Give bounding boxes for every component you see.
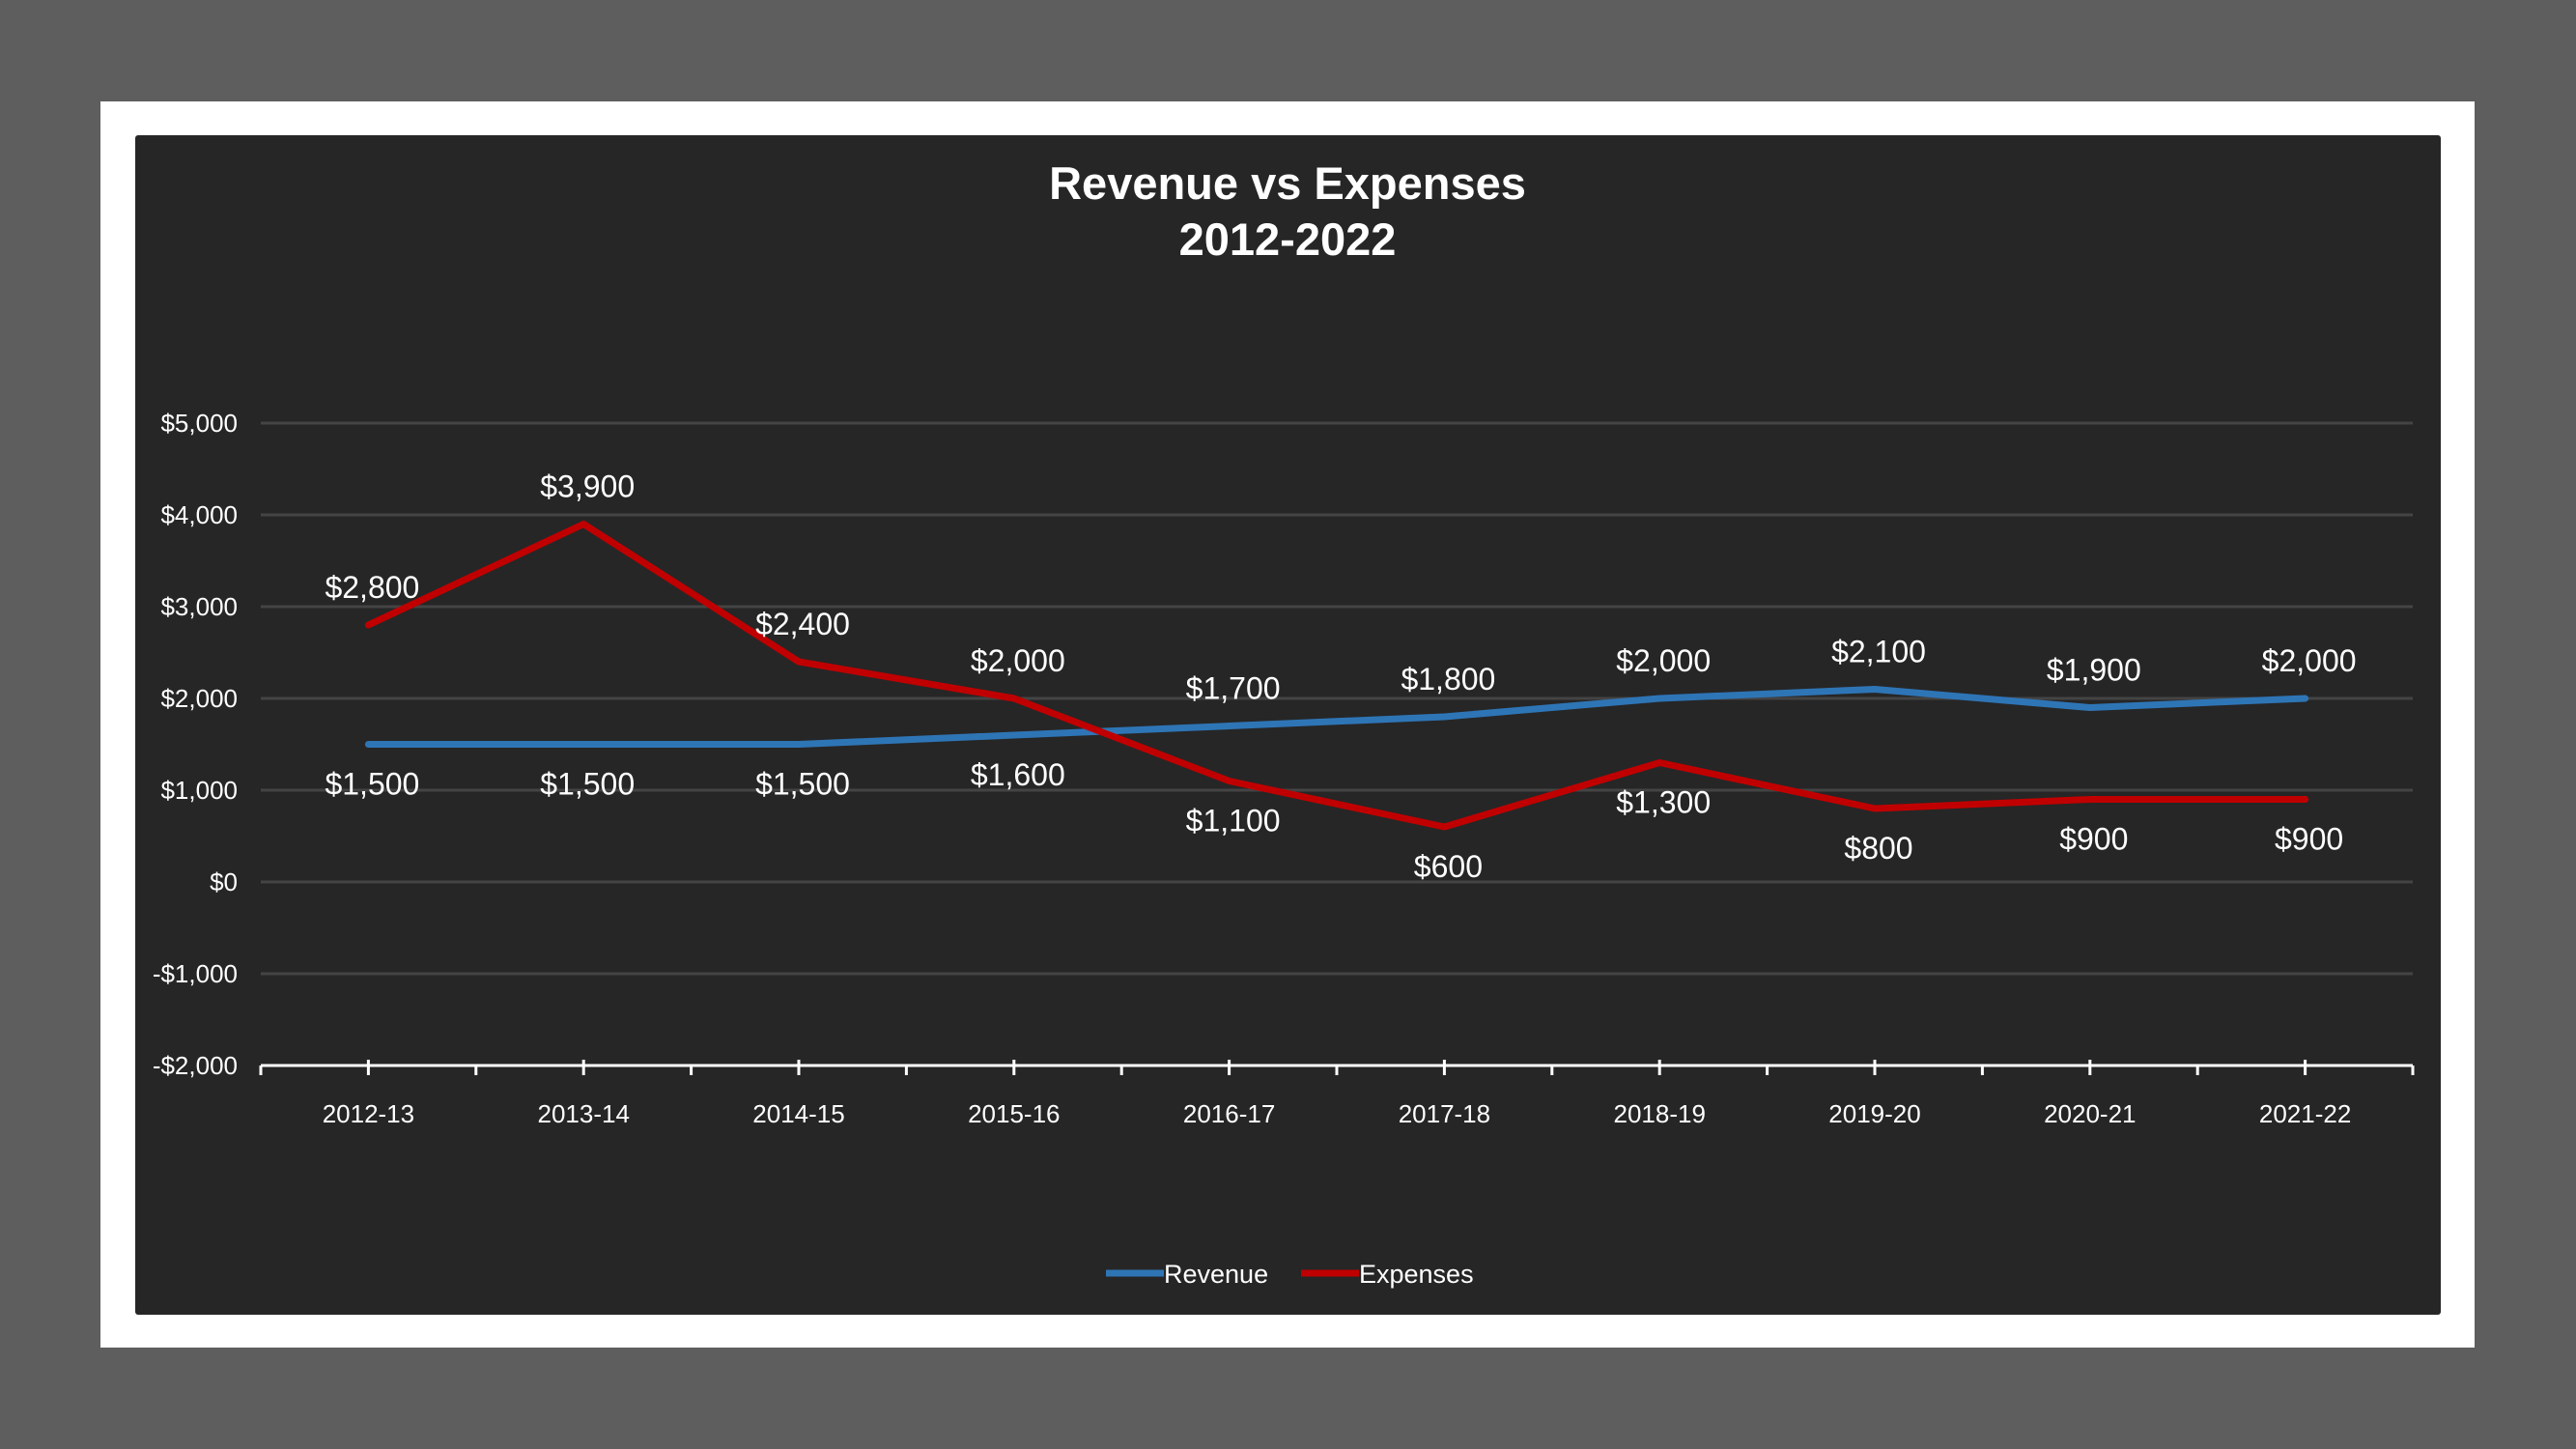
data-label-revenue: $1,500 — [755, 767, 850, 802]
data-label-revenue: $1,500 — [540, 767, 635, 802]
data-label-revenue: $2,000 — [1616, 643, 1711, 678]
y-tick-label: $2,000 — [160, 684, 238, 713]
data-label-expenses: $2,400 — [755, 607, 850, 641]
data-label-expenses: $1,100 — [1186, 804, 1281, 838]
data-label-revenue: $1,500 — [325, 767, 419, 802]
x-tick-label: 2019-20 — [1828, 1099, 1920, 1128]
data-label-expenses: $3,900 — [540, 469, 635, 504]
y-tick-label: -$2,000 — [153, 1051, 238, 1080]
data-label-expenses: $2,000 — [971, 643, 1065, 678]
data-label-revenue: $2,100 — [1831, 635, 1926, 669]
legend: Revenue Expenses — [1106, 1260, 1474, 1289]
series-line-revenue — [364, 686, 2309, 748]
data-label-expenses: $2,800 — [325, 570, 419, 605]
data-label-expenses: $1,300 — [1616, 785, 1711, 820]
y-tick-label: $4,000 — [160, 500, 238, 529]
data-label-revenue: $1,600 — [971, 757, 1065, 792]
series-lines — [364, 521, 2309, 831]
x-tick-label: 2012-13 — [323, 1099, 414, 1128]
data-label-revenue: $1,800 — [1401, 662, 1495, 696]
data-label-expenses: $900 — [2059, 822, 2128, 857]
y-tick-label: $1,000 — [160, 776, 238, 805]
x-axis: 2012-13 2013-14 2014-15 2015-16 2016-17 2017-… — [259, 1060, 2415, 1128]
data-label-revenue: $2,000 — [2262, 643, 2357, 678]
x-tick-label: 2020-21 — [2044, 1099, 2136, 1128]
y-axis: $5,000 $4,000 $3,000 $2,000 $1,000 $0 -$1,000 -… — [153, 409, 238, 1080]
y-tick-label: $3,000 — [160, 592, 238, 621]
gridlines — [261, 421, 2413, 976]
chart-title-line-1: Revenue vs Expenses — [1049, 157, 1526, 209]
data-label-expenses: $900 — [2275, 822, 2343, 857]
y-tick-label: $0 — [210, 867, 238, 896]
data-label-expenses: $600 — [1414, 849, 1483, 884]
x-tick-label: 2018-19 — [1613, 1099, 1705, 1128]
x-tick-label: 2013-14 — [537, 1099, 629, 1128]
y-tick-label: -$1,000 — [153, 959, 238, 988]
y-tick-label: $5,000 — [160, 409, 238, 438]
data-label-expenses: $800 — [1844, 831, 1912, 866]
chart-title-line-2: 2012-2022 — [1179, 213, 1397, 265]
legend-label-expenses: Expenses — [1359, 1260, 1474, 1289]
x-tick-label: 2015-16 — [968, 1099, 1060, 1128]
x-tick-label: 2016-17 — [1183, 1099, 1275, 1128]
data-labels: $1,500 $1,500 $1,500 $1,600 $1,700 $1,800 $2,0… — [325, 469, 2356, 885]
x-tick-label: 2017-18 — [1399, 1099, 1490, 1128]
data-label-revenue: $1,900 — [2047, 653, 2141, 688]
data-label-revenue: $1,700 — [1186, 671, 1281, 706]
legend-label-revenue: Revenue — [1164, 1260, 1268, 1289]
x-tick-label: 2014-15 — [752, 1099, 844, 1128]
chart-title: Revenue vs Expenses 2012-2022 — [1049, 157, 1526, 265]
x-tick-label: 2021-22 — [2259, 1099, 2351, 1128]
series-line-expenses — [364, 521, 2309, 831]
